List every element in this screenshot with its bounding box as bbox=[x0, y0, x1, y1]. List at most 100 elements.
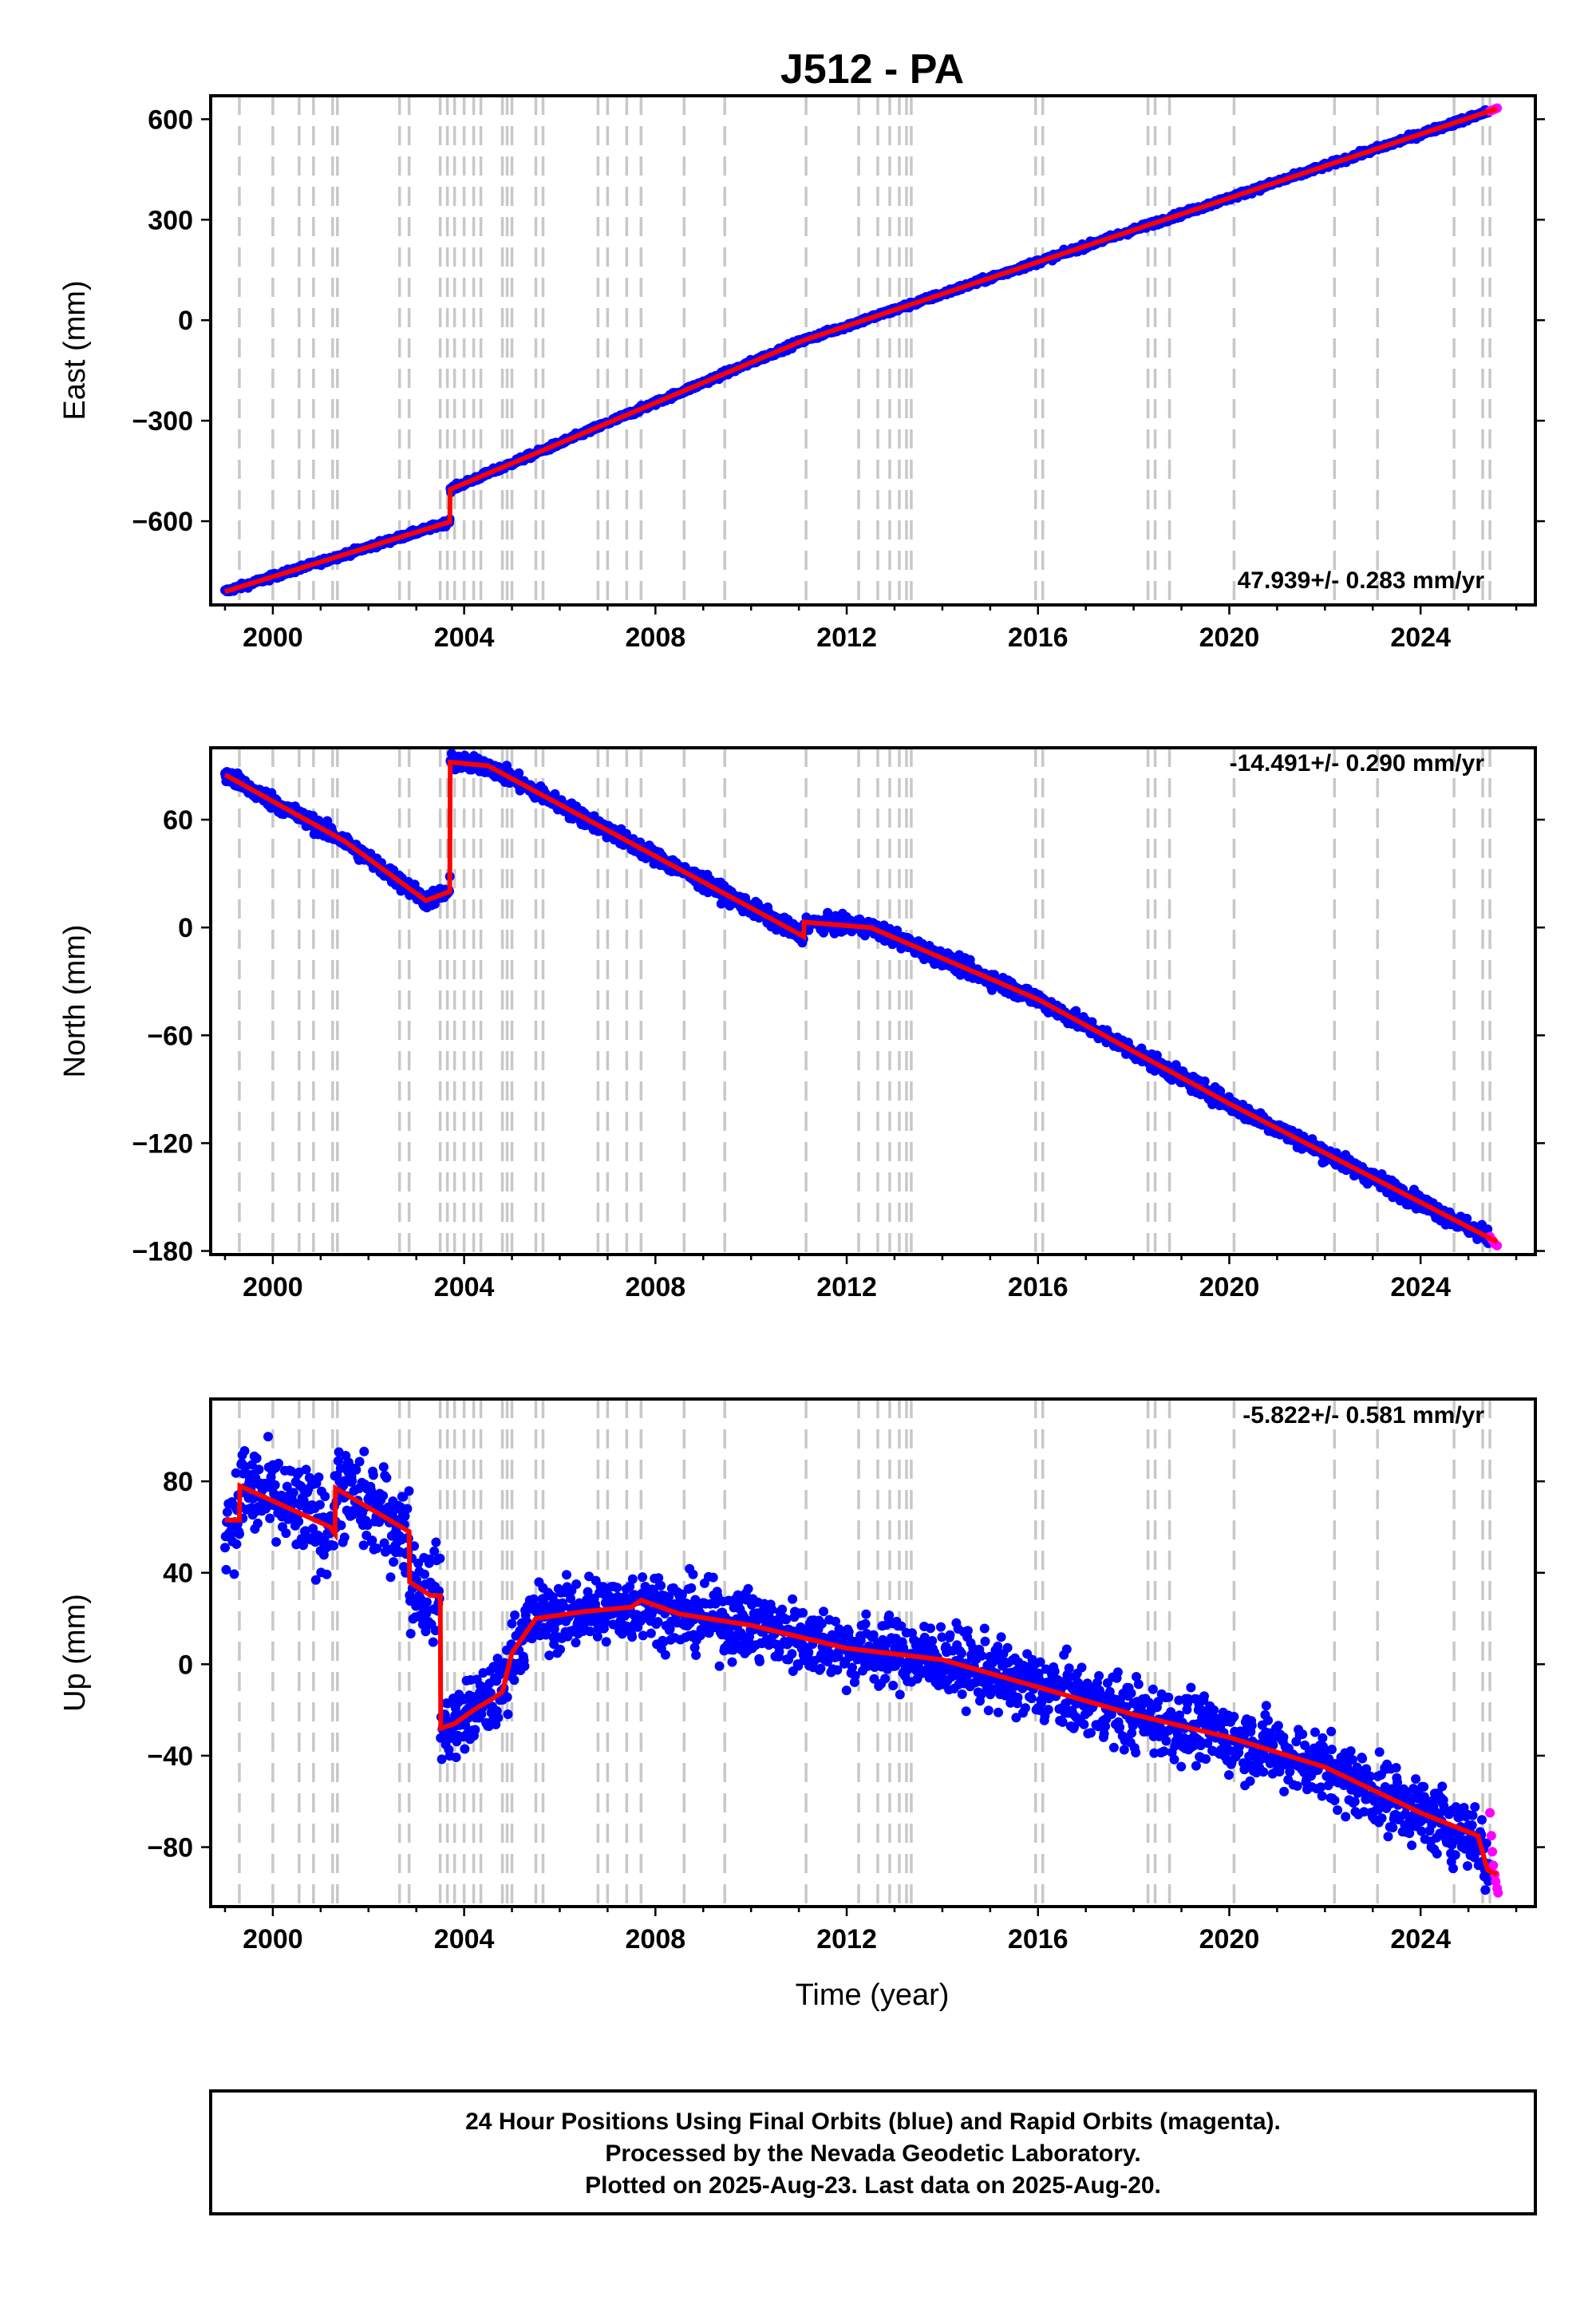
data-point bbox=[220, 1543, 230, 1553]
x-tick-label: 2020 bbox=[1199, 1272, 1260, 1302]
data-point bbox=[329, 1540, 339, 1551]
y-tick-label: 60 bbox=[163, 805, 193, 836]
data-point bbox=[320, 1492, 330, 1501]
data-point bbox=[294, 1516, 304, 1527]
y-tick-label: −120 bbox=[132, 1128, 193, 1159]
y-tick-label: 0 bbox=[178, 306, 193, 336]
data-point bbox=[274, 1458, 283, 1468]
data-point bbox=[1462, 1213, 1472, 1223]
y-tick-label: −180 bbox=[132, 1236, 193, 1267]
data-point bbox=[322, 816, 333, 826]
data-point bbox=[270, 1480, 280, 1490]
data-point bbox=[335, 1463, 346, 1473]
data-point bbox=[366, 1485, 376, 1496]
data-point bbox=[253, 1518, 263, 1528]
y-axis-label: North (mm) bbox=[58, 924, 92, 1077]
data-point bbox=[300, 1526, 310, 1536]
data-point bbox=[354, 1456, 365, 1467]
y-tick-label: −600 bbox=[132, 507, 193, 537]
x-tick-label: 2008 bbox=[626, 622, 686, 653]
x-tick-label: 2008 bbox=[626, 1272, 686, 1302]
data-point bbox=[351, 1464, 361, 1475]
data-point bbox=[385, 1572, 396, 1583]
plot-frame bbox=[209, 746, 1537, 1256]
data-point bbox=[310, 1575, 321, 1585]
data-point bbox=[322, 1569, 332, 1579]
data-point bbox=[347, 1476, 358, 1486]
final-orbit-points bbox=[220, 105, 1495, 597]
data-point bbox=[823, 907, 833, 918]
data-point bbox=[1483, 1224, 1493, 1235]
y-tick-label: −60 bbox=[147, 1021, 193, 1051]
data-point bbox=[372, 1543, 382, 1554]
rate-label: -14.491+/- 0.290 mm/yr bbox=[1230, 750, 1485, 777]
data-point bbox=[514, 768, 524, 778]
event-lines bbox=[238, 96, 1491, 605]
x-tick-label: 2004 bbox=[434, 1272, 495, 1302]
data-point bbox=[271, 1537, 282, 1547]
data-point bbox=[368, 1470, 378, 1480]
data-point bbox=[254, 1464, 264, 1475]
x-tick-label: 2024 bbox=[1390, 622, 1451, 653]
data-point bbox=[269, 1488, 279, 1499]
data-point bbox=[405, 1629, 416, 1638]
data-point bbox=[221, 1564, 231, 1575]
data-point bbox=[235, 1529, 244, 1539]
data-point bbox=[281, 1528, 291, 1539]
model-line bbox=[223, 759, 1499, 1244]
data-point bbox=[314, 1500, 325, 1510]
data-point bbox=[378, 1491, 389, 1501]
data-point bbox=[379, 1538, 389, 1548]
data-point bbox=[336, 1520, 346, 1531]
plot-frame bbox=[209, 94, 1537, 607]
data-point bbox=[358, 1540, 369, 1551]
model-line bbox=[224, 106, 1499, 595]
data-point bbox=[263, 1432, 273, 1442]
data-point bbox=[333, 1456, 343, 1466]
x-tick-label: 2000 bbox=[243, 1272, 303, 1302]
data-point bbox=[298, 1540, 308, 1551]
x-tick-label: 2012 bbox=[816, 622, 877, 653]
data-point bbox=[359, 1446, 369, 1456]
x-tick-label: 2004 bbox=[434, 622, 495, 653]
data-point bbox=[400, 1511, 410, 1521]
page-title: J512 - PA bbox=[780, 46, 964, 93]
data-point bbox=[308, 1524, 318, 1534]
data-point bbox=[367, 1535, 377, 1546]
x-tick-label: 2012 bbox=[816, 1272, 877, 1302]
data-point bbox=[343, 1457, 354, 1468]
y-tick-label: −300 bbox=[132, 406, 193, 437]
x-tick-label: 2020 bbox=[1199, 622, 1260, 653]
data-point bbox=[301, 1464, 311, 1475]
data-point bbox=[288, 1488, 298, 1498]
data-point bbox=[409, 1541, 419, 1551]
data-point bbox=[265, 1513, 275, 1524]
data-point bbox=[229, 1569, 239, 1579]
north-panel: −180 −120 −60 0 60 2000 2004 2008 2012 2016 2020 20… bbox=[58, 746, 1545, 1302]
data-point bbox=[282, 1481, 292, 1492]
data-point bbox=[381, 1472, 392, 1483]
x-tick-label: 2000 bbox=[243, 622, 303, 653]
x-tick-label: 2016 bbox=[1008, 1272, 1069, 1302]
data-point bbox=[398, 1492, 409, 1502]
final-orbit-points bbox=[220, 1432, 1495, 1895]
y-tick-label: 0 bbox=[178, 913, 193, 943]
data-point bbox=[402, 1504, 413, 1514]
y-axis-label: East (mm) bbox=[58, 280, 92, 420]
data-point bbox=[378, 1462, 389, 1472]
data-point bbox=[239, 1446, 250, 1456]
data-point bbox=[339, 1532, 350, 1543]
data-point bbox=[231, 1539, 242, 1549]
data-point bbox=[314, 1472, 324, 1482]
data-point bbox=[222, 1507, 232, 1517]
y-tick-label: 600 bbox=[148, 105, 193, 135]
event-lines bbox=[238, 748, 1491, 1255]
data-point bbox=[362, 1520, 373, 1530]
x-tick-label: 2024 bbox=[1390, 1272, 1451, 1302]
data-point bbox=[248, 1493, 259, 1504]
y-tick-label: 300 bbox=[148, 205, 193, 235]
data-point bbox=[389, 1557, 399, 1567]
